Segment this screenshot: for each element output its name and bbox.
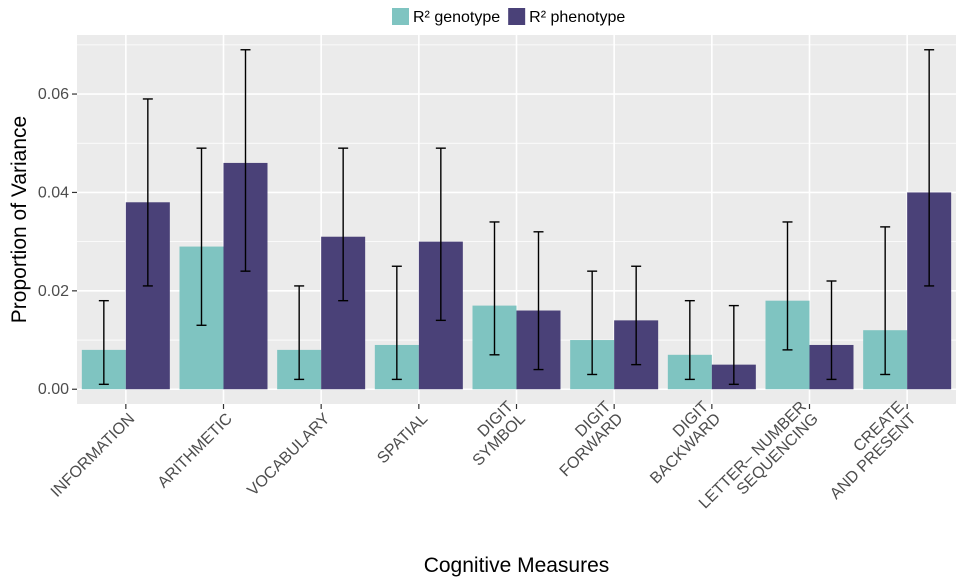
y-tick-label: 0.04 bbox=[38, 184, 69, 201]
legend-key-genotype bbox=[392, 8, 409, 25]
x-tick-label: DIGITBACKWARD bbox=[635, 398, 724, 487]
x-tick-label: SPATIAL bbox=[374, 410, 431, 467]
legend-label-genotype: R² genotype bbox=[413, 9, 500, 26]
error-bar-genotype bbox=[98, 299, 109, 386]
error-bar-phenotype bbox=[728, 304, 739, 386]
y-tick-label: 0.00 bbox=[38, 381, 69, 398]
y-tick-label: 0.06 bbox=[38, 86, 69, 103]
legend-label-phenotype: R² phenotype bbox=[529, 9, 625, 26]
y-tick-label: 0.02 bbox=[38, 283, 69, 300]
error-bar-genotype bbox=[391, 265, 402, 381]
x-tick-label: CREATEAND PRESENT bbox=[815, 398, 920, 503]
x-tick-label: DIGITSYMBOL bbox=[458, 398, 529, 469]
x-tick-label: DIGITFORWARD bbox=[545, 398, 627, 480]
error-bar-phenotype bbox=[435, 147, 446, 322]
x-tick-label: INFORMATION bbox=[48, 410, 138, 500]
x-axis: INFORMATION ARITHMETIC VOCABULARY SPATIAL DI… bbox=[48, 398, 920, 512]
error-bar-genotype bbox=[880, 226, 891, 376]
x-axis-title: Cognitive Measures bbox=[424, 554, 610, 577]
error-bar-genotype bbox=[294, 285, 305, 381]
y-axis: 0.00 0.02 0.04 0.06 bbox=[38, 86, 77, 398]
legend-key-phenotype bbox=[508, 8, 526, 25]
error-bar-phenotype bbox=[142, 98, 153, 287]
error-bar-phenotype bbox=[240, 49, 251, 272]
x-tick-label: VOCABULARY bbox=[244, 410, 333, 499]
error-bar-genotype bbox=[489, 221, 500, 356]
error-bar-genotype bbox=[684, 299, 695, 381]
x-tick-label: ARITHMETIC bbox=[155, 410, 236, 491]
error-bar-phenotype bbox=[924, 49, 935, 287]
error-bar-phenotype bbox=[533, 231, 544, 371]
error-bars bbox=[98, 49, 935, 386]
error-bar-phenotype bbox=[631, 265, 642, 366]
y-axis-title: Proportion of Variance bbox=[8, 116, 31, 323]
error-bar-genotype bbox=[196, 147, 207, 326]
error-bar-phenotype bbox=[338, 147, 349, 302]
error-bar-genotype bbox=[587, 270, 598, 376]
legend: R² genotype R² phenotype bbox=[392, 8, 625, 26]
error-bar-genotype bbox=[782, 221, 793, 351]
error-bar-phenotype bbox=[826, 280, 837, 381]
